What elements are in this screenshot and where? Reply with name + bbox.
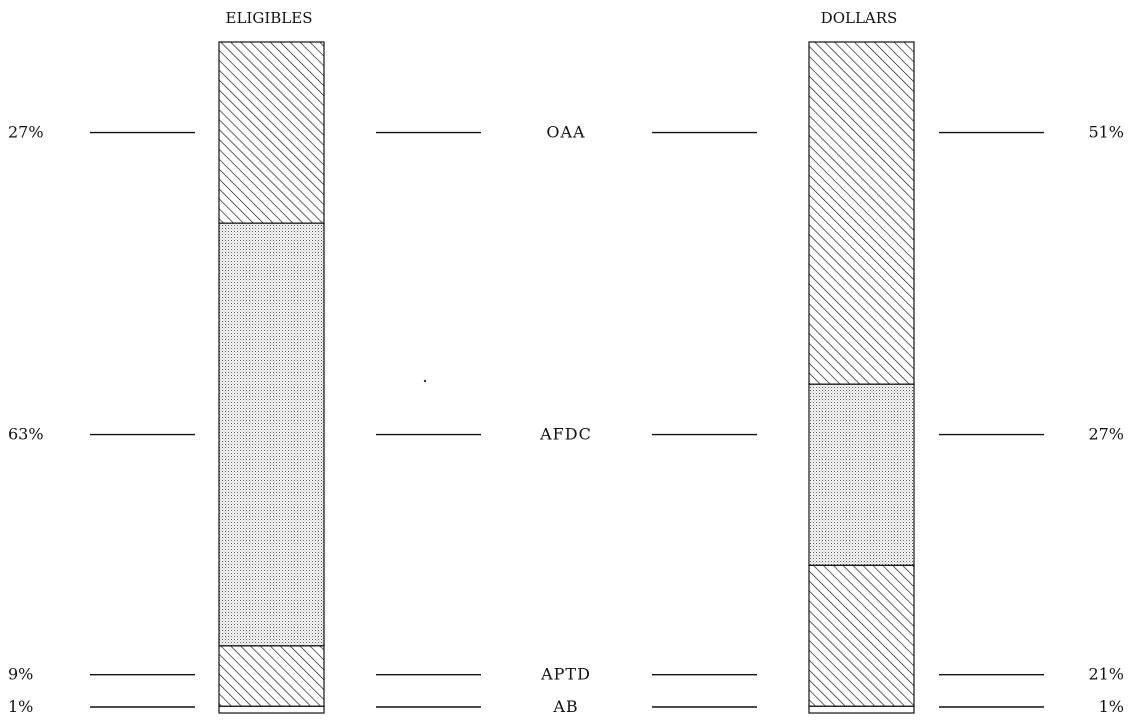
- category-label-aptd: APTD: [540, 665, 591, 684]
- category-label-afdc: AFDC: [539, 425, 592, 444]
- dollars-pct-aptd: 21%: [1088, 665, 1124, 684]
- eligibles-segment-aptd: [218, 645, 325, 707]
- print-speck: [423, 379, 427, 383]
- eligibles-pct-ab: 1%: [8, 697, 33, 716]
- eligibles-pct-afdc: 63%: [8, 425, 44, 444]
- dollars-pct-ab: 1%: [1099, 697, 1124, 716]
- dollars-pct-afdc: 27%: [1088, 425, 1124, 444]
- eligibles-pct-aptd: 9%: [8, 665, 33, 684]
- dollars-bar: [808, 41, 915, 714]
- eligibles-segment-ab: [218, 705, 325, 714]
- dollars-title: DOLLARS: [821, 9, 898, 27]
- eligibles-segment-oaa: [218, 41, 325, 224]
- category-label-rows: 27% OAA 51% 63% AFDC 27% 9% APTD 21% 1% AB 1%: [8, 123, 1124, 716]
- dollars-segment-afdc: [808, 383, 915, 566]
- category-label-oaa: OAA: [546, 123, 585, 142]
- eligibles-title: ELIGIBLES: [226, 9, 313, 27]
- eligibles-pct-oaa: 27%: [8, 123, 44, 142]
- dollars-pct-oaa: 51%: [1088, 123, 1124, 142]
- eligibles-bar: [218, 41, 325, 714]
- eligibles-segment-afdc: [218, 222, 325, 647]
- dollars-segment-ab: [808, 705, 915, 714]
- dollars-segment-oaa: [808, 41, 915, 385]
- dollars-segment-aptd: [808, 564, 915, 707]
- category-label-ab: AB: [552, 697, 578, 716]
